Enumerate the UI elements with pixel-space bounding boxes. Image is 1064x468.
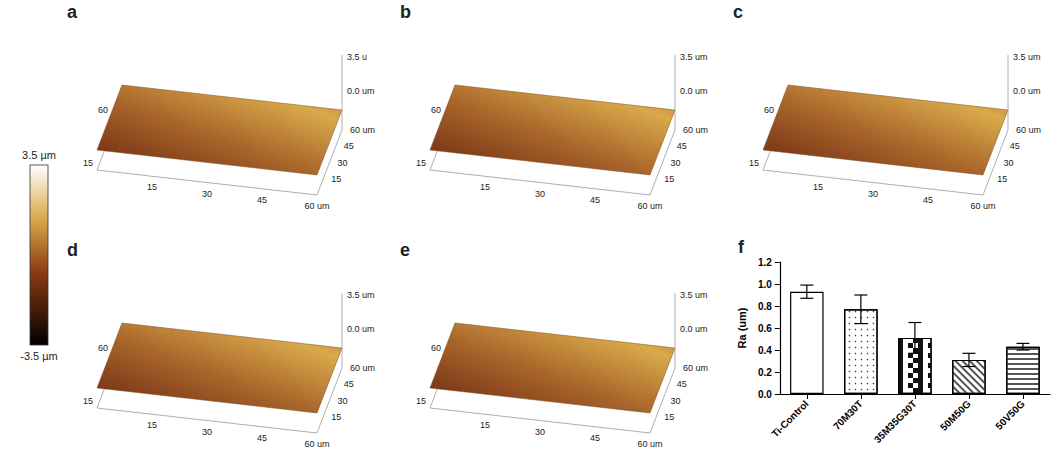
svg-text:1.2: 1.2	[758, 257, 772, 268]
svg-text:c: c	[733, 2, 743, 22]
svg-text:Ti-Control: Ti-Control	[769, 398, 811, 440]
svg-text:3.5 µm: 3.5 µm	[22, 149, 56, 161]
svg-text:0.0 um: 0.0 um	[1013, 86, 1041, 96]
svg-text:60 um: 60 um	[683, 363, 708, 373]
svg-text:60 um: 60 um	[637, 201, 662, 211]
svg-text:60 um: 60 um	[350, 363, 375, 373]
svg-text:30: 30	[671, 158, 681, 168]
svg-text:15: 15	[664, 412, 674, 422]
svg-text:45: 45	[677, 141, 687, 151]
svg-text:15: 15	[416, 396, 426, 406]
svg-text:15: 15	[331, 412, 341, 422]
svg-text:15: 15	[416, 158, 426, 168]
svg-text:60 um: 60 um	[637, 439, 662, 449]
svg-text:a: a	[67, 2, 78, 22]
svg-text:60: 60	[431, 343, 441, 353]
svg-text:0.0 um: 0.0 um	[680, 324, 708, 334]
svg-text:30: 30	[535, 427, 545, 437]
svg-text:3.5 um: 3.5 um	[1013, 52, 1041, 62]
svg-text:60: 60	[98, 105, 108, 115]
svg-text:35M35G30T: 35M35G30T	[872, 398, 919, 445]
svg-text:15: 15	[331, 174, 341, 184]
svg-text:45: 45	[1010, 141, 1020, 151]
svg-text:45: 45	[923, 195, 933, 205]
svg-text:3.5 um: 3.5 um	[680, 52, 708, 62]
svg-text:30: 30	[202, 189, 212, 199]
svg-text:30: 30	[868, 189, 878, 199]
svg-text:15: 15	[997, 174, 1007, 184]
svg-text:60 um: 60 um	[683, 125, 708, 135]
svg-text:3.5 um: 3.5 um	[680, 290, 708, 300]
svg-text:0.0: 0.0	[758, 389, 772, 400]
svg-text:45: 45	[590, 195, 600, 205]
svg-text:15: 15	[480, 182, 490, 192]
svg-text:-3.5 µm: -3.5 µm	[20, 350, 58, 362]
svg-text:60: 60	[764, 105, 774, 115]
svg-text:0.0 um: 0.0 um	[347, 86, 375, 96]
svg-text:30: 30	[1004, 158, 1014, 168]
svg-text:1.0: 1.0	[758, 279, 772, 290]
svg-text:60 um: 60 um	[1016, 125, 1041, 135]
svg-text:30: 30	[338, 158, 348, 168]
svg-text:15: 15	[147, 182, 157, 192]
svg-text:45: 45	[257, 195, 267, 205]
svg-text:15: 15	[813, 182, 823, 192]
svg-text:0.4: 0.4	[758, 345, 772, 356]
svg-text:70M30T: 70M30T	[831, 398, 865, 432]
svg-text:45: 45	[344, 379, 354, 389]
svg-text:0.8: 0.8	[758, 301, 772, 312]
svg-text:f: f	[738, 238, 745, 257]
svg-text:0.6: 0.6	[758, 323, 772, 334]
svg-text:30: 30	[202, 427, 212, 437]
svg-text:60: 60	[431, 105, 441, 115]
svg-text:45: 45	[590, 433, 600, 443]
svg-text:45: 45	[257, 433, 267, 443]
svg-text:0.2: 0.2	[758, 367, 772, 378]
svg-text:50M50G: 50M50G	[938, 398, 973, 433]
svg-text:60: 60	[98, 343, 108, 353]
svg-text:d: d	[67, 240, 78, 260]
svg-text:45: 45	[344, 141, 354, 151]
svg-text:15: 15	[480, 420, 490, 430]
svg-text:30: 30	[671, 396, 681, 406]
svg-text:60 um: 60 um	[970, 201, 995, 211]
svg-text:15: 15	[664, 174, 674, 184]
svg-text:15: 15	[749, 158, 759, 168]
svg-text:0.0 um: 0.0 um	[680, 86, 708, 96]
svg-text:60 um: 60 um	[304, 439, 329, 449]
svg-text:Ra (um): Ra (um)	[736, 307, 748, 348]
svg-text:60 um: 60 um	[304, 201, 329, 211]
svg-text:45: 45	[677, 379, 687, 389]
svg-text:50V50G: 50V50G	[993, 398, 1027, 432]
svg-text:e: e	[400, 240, 410, 260]
svg-text:15: 15	[147, 420, 157, 430]
svg-text:30: 30	[338, 396, 348, 406]
svg-text:30: 30	[535, 189, 545, 199]
svg-text:60 um: 60 um	[350, 125, 375, 135]
svg-text:0.0 um: 0.0 um	[347, 324, 375, 334]
svg-text:3.5 um: 3.5 um	[347, 290, 375, 300]
svg-text:3.5 u: 3.5 u	[347, 52, 367, 62]
svg-text:15: 15	[83, 396, 93, 406]
svg-text:15: 15	[83, 158, 93, 168]
svg-text:b: b	[400, 2, 411, 22]
